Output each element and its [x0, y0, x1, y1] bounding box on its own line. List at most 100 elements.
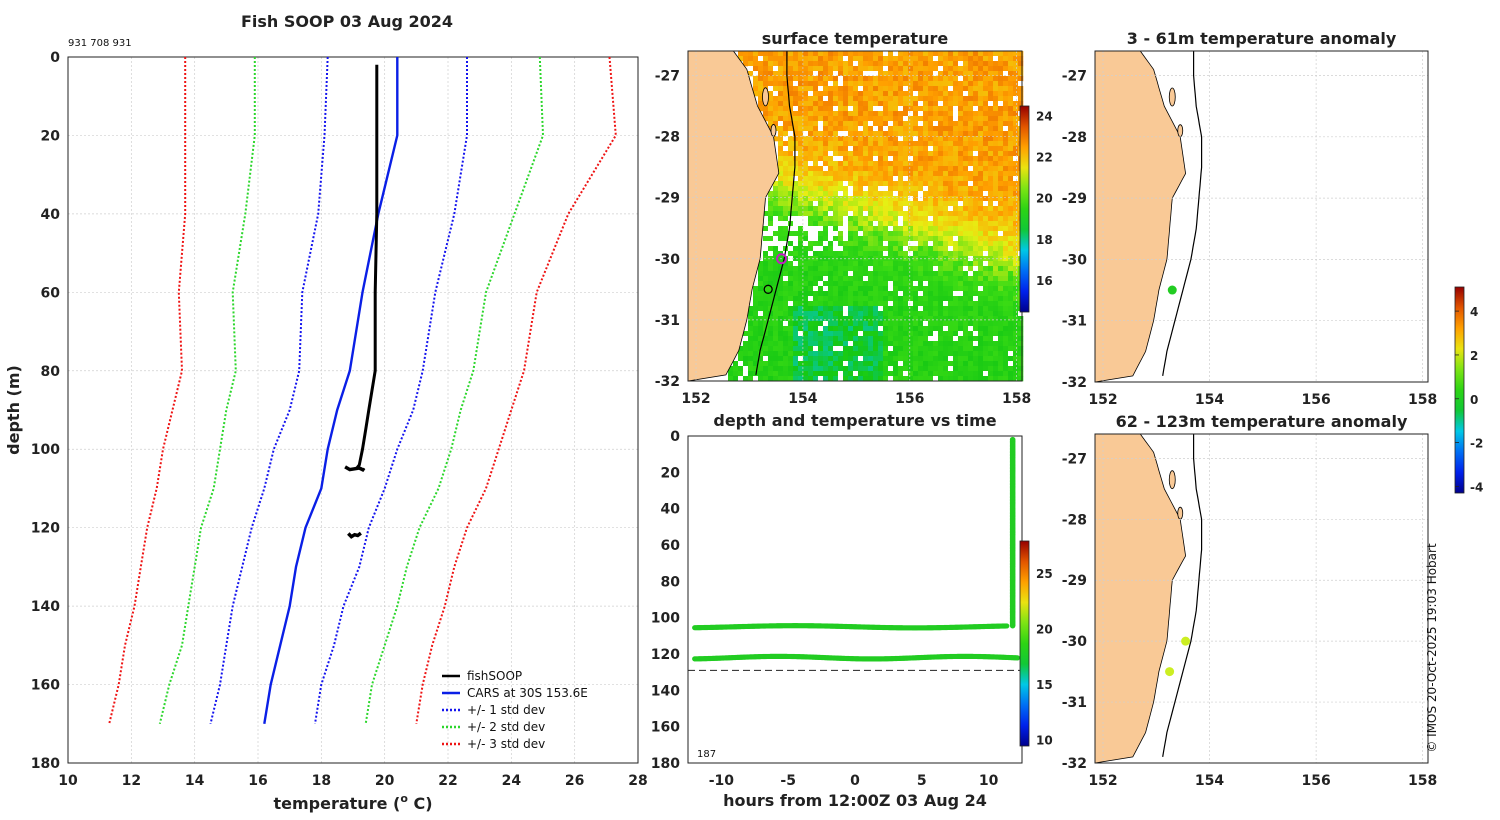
legend-entry: +/- 3 std dev — [467, 737, 545, 751]
credit-text: © IMOS 20-Oct-2025 19:03 Hobart — [1425, 543, 1439, 753]
profile-ytick-label: 0 — [50, 50, 60, 66]
anomaly-deep-axes-frame — [1094, 433, 1429, 764]
anomaly-shallow-ytick-label: -27 — [1062, 69, 1087, 85]
anomaly-colorbar-label: 0 — [1470, 393, 1478, 407]
profile-ytick-label: 20 — [41, 128, 61, 144]
timeseries-ytick-label: 120 — [651, 647, 680, 663]
sst-colorbar-label: 18 — [1036, 233, 1053, 247]
sst-field — [723, 51, 1024, 382]
anomaly-colorbar-label: 4 — [1470, 305, 1478, 319]
timeseries-ytick-label: 80 — [661, 574, 681, 590]
timeseries-track-1 — [692, 623, 1010, 631]
sst-xtick-label: 152 — [681, 391, 710, 407]
sst-land — [687, 50, 780, 382]
profile-xtick-label: 22 — [438, 773, 457, 789]
anomaly-shallow-ytick-label: -30 — [1062, 252, 1088, 268]
timeseries-xtick-label: 5 — [917, 773, 927, 789]
profile-xtick-label: 26 — [565, 773, 584, 789]
sst-ytick-label: -31 — [655, 313, 680, 329]
timeseries-colorbar-label: 10 — [1036, 733, 1053, 747]
profile-fishsoop-bottom2 — [347, 531, 362, 539]
sst-colorbar-label: 24 — [1036, 109, 1053, 123]
profile-series--1-std — [314, 57, 468, 724]
timeseries-ascent — [1009, 436, 1016, 629]
profile-series--3-std — [108, 57, 187, 725]
sst-xtick-label: 158 — [1002, 391, 1031, 407]
profile-xtick-label: 10 — [58, 773, 78, 789]
profile-fishsoop-descent — [355, 64, 379, 470]
profile-xtick-label: 28 — [628, 773, 647, 789]
anomaly-shallow-ytick-label: -29 — [1062, 191, 1087, 207]
anomaly-shallow-xtick-label: 154 — [1195, 392, 1224, 408]
sst-ytick-label: -29 — [655, 191, 680, 207]
sst-isobath — [755, 51, 796, 375]
profile-xtick-label: 24 — [502, 773, 522, 789]
profile-ytick-label: 180 — [31, 756, 60, 772]
anomaly-deep-isobath — [1162, 434, 1203, 757]
profile-series--3-std — [415, 56, 617, 724]
legend-entry: +/- 2 std dev — [467, 720, 545, 734]
anomaly-colorbar — [1454, 286, 1465, 494]
anomaly-deep-ytick-label: -29 — [1062, 573, 1087, 589]
anomaly-deep-title: 62 - 123m temperature anomaly — [1116, 412, 1408, 431]
timeseries-xtick-label: 0 — [850, 773, 860, 789]
profile-fishsoop-bottom1 — [344, 465, 366, 472]
anomaly-shallow-xtick-label: 158 — [1408, 392, 1437, 408]
timeseries-ytick-label: 160 — [651, 720, 680, 736]
sst-ytick-label: -27 — [655, 68, 680, 84]
anomaly-deep-point — [1165, 667, 1175, 677]
anomaly-deep-xtick-label: 154 — [1195, 773, 1224, 789]
profile-xtick-label: 16 — [248, 773, 267, 789]
timeseries-ytick-label: 140 — [651, 683, 680, 699]
sst-island — [770, 124, 777, 137]
timeseries-xtick-label: -10 — [709, 773, 735, 789]
timeseries-xlabel: hours from 12:00Z 03 Aug 24 — [723, 791, 987, 810]
profile-series--1-std — [209, 56, 329, 725]
legend-entry: +/- 1 std dev — [467, 703, 545, 717]
anomaly-deep-xtick-label: 158 — [1408, 773, 1437, 789]
anomaly-deep-ytick-label: -32 — [1062, 756, 1087, 772]
profile-xtick-label: 20 — [375, 773, 395, 789]
sst-ytick-label: -28 — [655, 130, 680, 146]
anomaly-shallow-isobath — [1162, 51, 1203, 376]
sst-colorbar — [1019, 105, 1030, 313]
anomaly-deep-island — [1177, 506, 1184, 520]
profile-title: Fish SOOP 03 Aug 2024 — [241, 12, 453, 31]
profile-ytick-label: 100 — [31, 442, 60, 458]
timeseries-ytick-label: 0 — [670, 429, 680, 445]
anomaly-colorbar-label: 2 — [1470, 349, 1478, 363]
anomaly-deep-ytick-label: -30 — [1062, 634, 1088, 650]
anomaly-deep-land — [1094, 433, 1187, 764]
profile-ytick-label: 120 — [31, 521, 60, 537]
profile-ylabel: depth (m) — [4, 365, 23, 455]
sst-xtick-label: 156 — [895, 391, 924, 407]
timeseries-xtick-label: -5 — [780, 773, 796, 789]
timeseries-colorbar-label: 25 — [1036, 567, 1053, 581]
anomaly-shallow-axes-frame — [1094, 50, 1429, 383]
timeseries-axes-frame — [687, 435, 1023, 764]
profile-ytick-label: 40 — [41, 207, 61, 223]
profile-xtick-label: 14 — [185, 773, 205, 789]
anomaly-shallow-xtick-label: 156 — [1301, 392, 1330, 408]
profile-ytick-label: 140 — [31, 599, 60, 615]
anomaly-colorbar-label: -2 — [1470, 437, 1483, 451]
legend-entry: fishSOOP — [467, 669, 522, 683]
timeseries-colorbar-label: 15 — [1036, 678, 1053, 692]
profile-ytick-label: 60 — [41, 285, 61, 301]
timeseries-ytick-label: 180 — [651, 756, 680, 772]
anomaly-deep-ytick-label: -27 — [1062, 451, 1087, 467]
profile-ytick-label: 80 — [41, 364, 61, 380]
anomaly-shallow-ytick-label: -32 — [1062, 375, 1087, 391]
anomaly-colorbar-label: -4 — [1470, 480, 1483, 494]
sst-colorbar-label: 20 — [1036, 192, 1053, 206]
sst-island — [762, 87, 769, 107]
timeseries-colorbar-label: 20 — [1036, 623, 1053, 637]
sst-marker-magenta — [776, 253, 788, 265]
anomaly-deep-xtick-label: 156 — [1301, 773, 1330, 789]
anomaly-deep-ytick-label: -28 — [1062, 512, 1087, 528]
profile-axes-frame — [67, 56, 639, 764]
sst-ytick-label: -30 — [655, 252, 681, 268]
anomaly-deep-ytick-label: -31 — [1062, 695, 1087, 711]
sst-xtick-label: 154 — [788, 391, 817, 407]
